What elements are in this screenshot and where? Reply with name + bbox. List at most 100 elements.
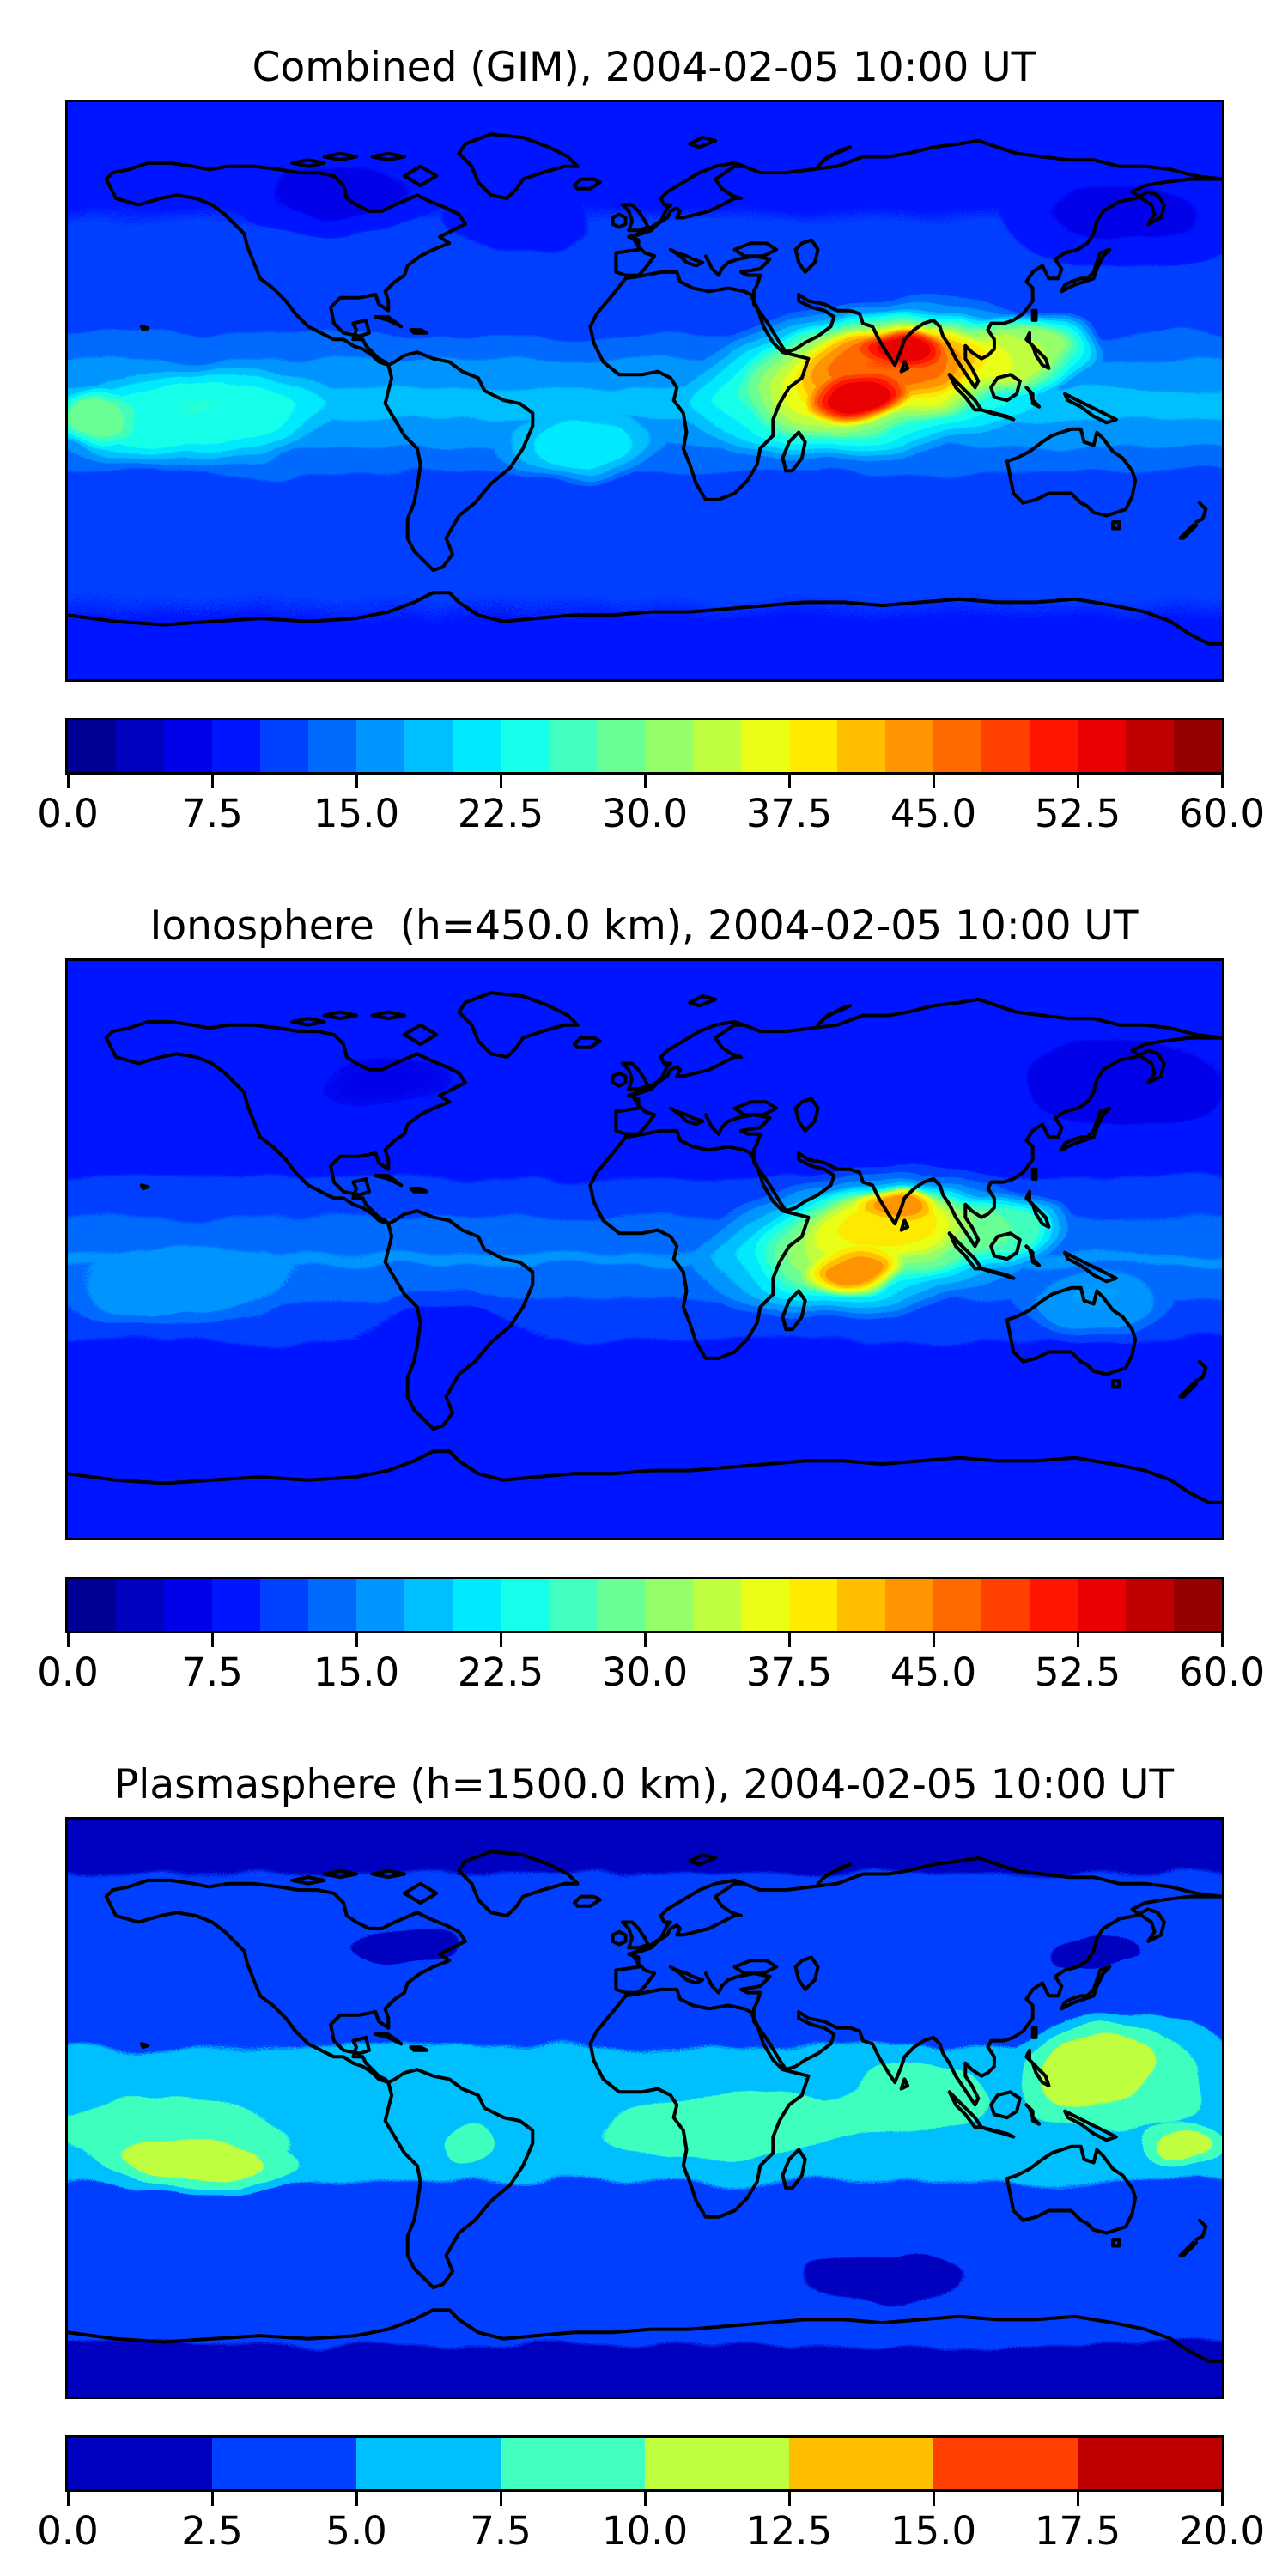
colorbar-tickmark — [643, 775, 647, 788]
colorbar-segment — [837, 1579, 885, 1631]
colorbar-tickmark — [932, 2492, 935, 2506]
colorbar-segment — [212, 1579, 260, 1631]
colorbar-tickmark — [1220, 2492, 1224, 2506]
colorbar-tick-label: 52.5 — [1034, 1649, 1121, 1695]
colorbar-tickmark — [355, 1633, 358, 1647]
colorbar-tick-label: 22.5 — [457, 791, 544, 836]
colorbar-segment — [645, 1579, 693, 1631]
colorbar-tickmark — [66, 1633, 70, 1647]
colorbar-tickmark — [355, 2492, 358, 2506]
colorbar-tick-label: 52.5 — [1034, 791, 1121, 836]
colorbar-tick-label: 15.0 — [313, 791, 400, 836]
colorbar-segment — [501, 2438, 645, 2489]
colorbar-tickmark — [932, 1633, 935, 1647]
colorbar-tick-label: 12.5 — [745, 2508, 833, 2554]
colorbar-segment — [693, 1579, 741, 1631]
panel-ionosphere: Ionosphere (h=450.0 km), 2004-02-05 10:0… — [0, 859, 1288, 1717]
coastlines — [68, 991, 1222, 1504]
colorbar-tick-label: 37.5 — [745, 791, 833, 836]
colorbar-segment — [789, 2438, 933, 2489]
colorbar-tickmark — [787, 1633, 791, 1647]
colorbar-tickmark — [787, 775, 791, 788]
colorbar-segment — [1174, 1579, 1222, 1631]
colorbar-segment — [308, 1579, 356, 1631]
colorbar-segment — [260, 720, 308, 772]
colorbar-segment — [212, 2438, 356, 2489]
colorbar-segment — [1078, 1579, 1126, 1631]
colorbar-segment — [116, 1579, 164, 1631]
colorbar-tickmark — [643, 2492, 647, 2506]
colorbar-segment — [1174, 720, 1222, 772]
colorbar-segment — [1126, 1579, 1174, 1631]
colorbar-tick-label: 10.0 — [601, 2508, 689, 2554]
colorbar-segment — [597, 720, 645, 772]
colorbar-segment — [789, 720, 837, 772]
colorbar-tick-label: 15.0 — [890, 2508, 977, 2554]
colorbar-tick-label: 7.5 — [181, 791, 243, 836]
colorbar-segment — [981, 720, 1030, 772]
colorbar-segment — [68, 720, 116, 772]
colorbar-tick-label: 60.0 — [1178, 791, 1266, 836]
colorbar-tick-label: 30.0 — [601, 791, 689, 836]
map-ionosphere — [65, 958, 1224, 1540]
contour-field — [68, 1820, 1222, 2397]
colorbar-tick-label: 0.0 — [37, 1649, 99, 1695]
colorbar-tick-label: 30.0 — [601, 1649, 689, 1695]
colorbar-segment — [356, 720, 404, 772]
colorbar-combined — [65, 718, 1224, 775]
colorbar-tickmark — [210, 775, 214, 788]
colorbar-tick-label: 0.0 — [37, 791, 99, 836]
colorbar-tick-label: 60.0 — [1178, 1649, 1266, 1695]
colorbar-segment — [1030, 720, 1078, 772]
colorbar-tickmark — [932, 775, 935, 788]
colorbar-segment — [68, 1579, 116, 1631]
panel-title: Combined (GIM), 2004-02-05 10:00 UT — [252, 44, 1036, 91]
panel-title: Plasmasphere (h=1500.0 km), 2004-02-05 1… — [113, 1761, 1175, 1808]
colorbar-segment — [164, 1579, 212, 1631]
colorbar-tickmark — [499, 775, 502, 788]
colorbar-tickmark — [1220, 1633, 1224, 1647]
colorbar-tick-label: 2.5 — [181, 2508, 243, 2554]
colorbar-tickmark — [66, 2492, 70, 2506]
colorbar-segment — [693, 720, 741, 772]
colorbar-tickmark — [210, 1633, 214, 1647]
colorbar-tickmark — [355, 775, 358, 788]
colorbar-tick-label: 0.0 — [37, 2508, 99, 2554]
colorbar-tick-label: 20.0 — [1178, 2508, 1266, 2554]
world-map-svg — [68, 961, 1222, 1538]
colorbar-tickmark — [499, 1633, 502, 1647]
colorbar-segment — [356, 2438, 501, 2489]
colorbar-segment — [164, 720, 212, 772]
colorbar-segment — [1030, 1579, 1078, 1631]
colorbar-tick-label: 22.5 — [457, 1649, 544, 1695]
colorbar-segment — [981, 1579, 1030, 1631]
colorbar-segment — [501, 1579, 549, 1631]
colorbar-tickmark — [499, 2492, 502, 2506]
map-plasmasphere — [65, 1817, 1224, 2399]
colorbar-segment — [501, 720, 549, 772]
colorbar-segment — [404, 720, 453, 772]
colorbar-segment — [885, 720, 933, 772]
contour-field — [68, 961, 1222, 1538]
colorbar-segment — [933, 2438, 1078, 2489]
colorbar-segment — [453, 1579, 501, 1631]
colorbar-segment — [212, 720, 260, 772]
colorbar-segment — [356, 1579, 404, 1631]
contour-field — [68, 102, 1222, 679]
colorbar-segment — [308, 720, 356, 772]
coastlines — [68, 132, 1222, 646]
colorbar-segment — [68, 2438, 212, 2489]
colorbar-tickmark — [1076, 775, 1079, 788]
colorbar-segment — [549, 720, 597, 772]
world-map-svg — [68, 1820, 1222, 2397]
panel-title: Ionosphere (h=450.0 km), 2004-02-05 10:0… — [149, 902, 1139, 950]
colorbar-tickmark — [1220, 775, 1224, 788]
colorbar-tick-label: 45.0 — [890, 1649, 977, 1695]
colorbar-tick-label: 17.5 — [1034, 2508, 1121, 2554]
colorbar-segment — [1126, 720, 1174, 772]
colorbar-segment — [549, 1579, 597, 1631]
colorbar-segment — [645, 2438, 789, 2489]
colorbar-segment — [789, 1579, 837, 1631]
colorbar-segment — [1078, 2438, 1222, 2489]
